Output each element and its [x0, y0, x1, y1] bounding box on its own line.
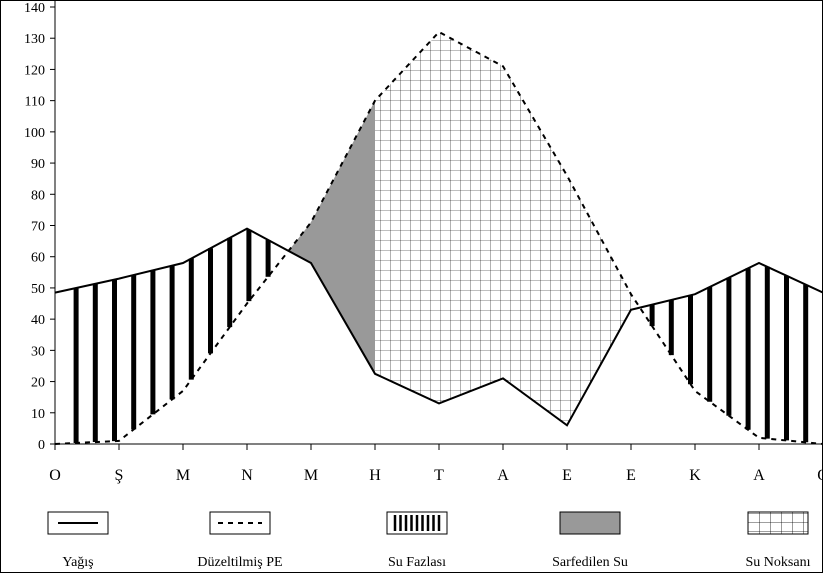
- y-tick-label: 30: [31, 344, 45, 359]
- x-tick-label: N: [241, 467, 253, 484]
- x-tick-label: H: [369, 467, 381, 484]
- x-tick-label: M: [176, 467, 190, 484]
- x-tick-label: K: [689, 467, 701, 484]
- x-tick-label: A: [497, 467, 509, 484]
- y-tick-label: 100: [24, 126, 45, 141]
- y-tick-label: 50: [31, 282, 45, 297]
- x-tick-label: T: [434, 467, 444, 484]
- legend-label: Yağış: [62, 555, 93, 570]
- x-tick-label: O: [49, 467, 61, 484]
- water-deficit-area: [375, 31, 631, 426]
- legend: Yağış Düzeltilmiş PE Su Fazlası Sarfedilen …: [47, 511, 811, 570]
- x-tick-label: E: [626, 467, 636, 484]
- y-tick-label: 20: [31, 376, 45, 391]
- y-tick-label: 140: [24, 1, 45, 16]
- y-tick-label: 110: [25, 95, 45, 110]
- precipitation-line: [54, 227, 823, 427]
- x-tick-label: Ş: [115, 467, 124, 484]
- y-tick-label: 80: [31, 188, 45, 203]
- legend-swatch: [747, 511, 809, 535]
- x-tick-label: A: [753, 467, 765, 484]
- legend-label: Sarfedilen Su: [552, 555, 628, 570]
- y-tick-label: 90: [31, 157, 45, 172]
- x-tick-label: O: [817, 467, 823, 484]
- x-tick-label: E: [562, 467, 572, 484]
- x-tick-label: M: [304, 467, 318, 484]
- y-tick-label: 120: [24, 63, 45, 78]
- y-tick-label: 10: [31, 407, 45, 422]
- legend-swatch: [559, 511, 621, 535]
- legend-label: Su Fazlası: [388, 555, 446, 570]
- legend-label: Düzeltilmiş PE: [197, 555, 282, 570]
- y-tick-label: 130: [24, 32, 45, 47]
- legend-label: Su Noksanı: [746, 555, 811, 570]
- utilized-water-area: [288, 100, 375, 374]
- y-tick-label: 60: [31, 251, 45, 266]
- y-tick-label: 70: [31, 220, 45, 235]
- y-tick-label: 40: [31, 313, 45, 328]
- plot-area: [54, 30, 823, 445]
- y-tick-label: 0: [38, 438, 45, 453]
- axes: 0 10 20 30 40 50 60 70 80 90 100 110 120 130 140 O Ş M N M H…: [24, 0, 823, 484]
